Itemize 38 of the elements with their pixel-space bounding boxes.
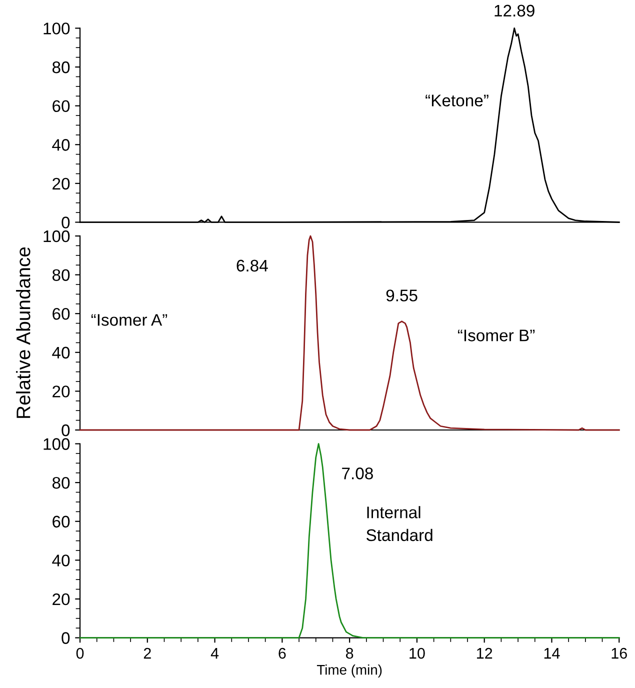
y-tick-label: 100 — [44, 22, 70, 34]
y-tick-label: 20 — [52, 178, 70, 190]
y-tick-label: 60 — [52, 100, 70, 112]
x-tick-label: 10 — [410, 648, 425, 659]
x-tick-label: 14 — [544, 648, 560, 659]
line-series — [79, 235, 620, 431]
y-tick-label: 100 — [44, 230, 70, 242]
y-tick-label: 80 — [52, 476, 70, 489]
y-tick-label: 60 — [52, 516, 70, 528]
annotation: “Isomer B” — [458, 330, 535, 342]
y-tick-label: 20 — [52, 386, 70, 398]
y-tick-label: 20 — [52, 593, 70, 606]
x-axis-title: Time (min) — [316, 664, 382, 678]
x-tick-label: 8 — [346, 648, 354, 659]
y-tick-label: 80 — [52, 61, 70, 74]
x-tick-label: 16 — [612, 648, 627, 659]
x-tick-label: 2 — [144, 648, 151, 659]
y-tick-label: 40 — [52, 139, 70, 151]
y-tick-label: 80 — [52, 269, 70, 281]
x-tick-label: 0 — [76, 648, 84, 659]
x-tick-label: 4 — [210, 648, 219, 659]
y-tick-label: 0 — [62, 424, 70, 436]
annotation: 6.84 — [236, 260, 268, 272]
y-tick-label: 40 — [52, 346, 70, 359]
annotation: 7.08 — [342, 468, 373, 480]
x-tick-label: 6 — [278, 648, 286, 659]
x-tick-label: 12 — [477, 648, 492, 659]
y-tick-label: 40 — [52, 554, 70, 566]
y-tick-label: 60 — [52, 308, 70, 320]
y-tick-label: 100 — [44, 438, 70, 450]
y-tick-label: 0 — [62, 216, 70, 228]
annotation: 9.55 — [386, 290, 418, 302]
y-axis-title: Relative Abundance — [16, 247, 30, 418]
annotation: 12.89 — [494, 4, 534, 17]
annotation: “Isomer A” — [91, 314, 168, 326]
y-tick-label: 0 — [62, 632, 70, 644]
annotation: Internal Standard — [366, 506, 432, 542]
annotation: “Ketone” — [426, 94, 488, 106]
